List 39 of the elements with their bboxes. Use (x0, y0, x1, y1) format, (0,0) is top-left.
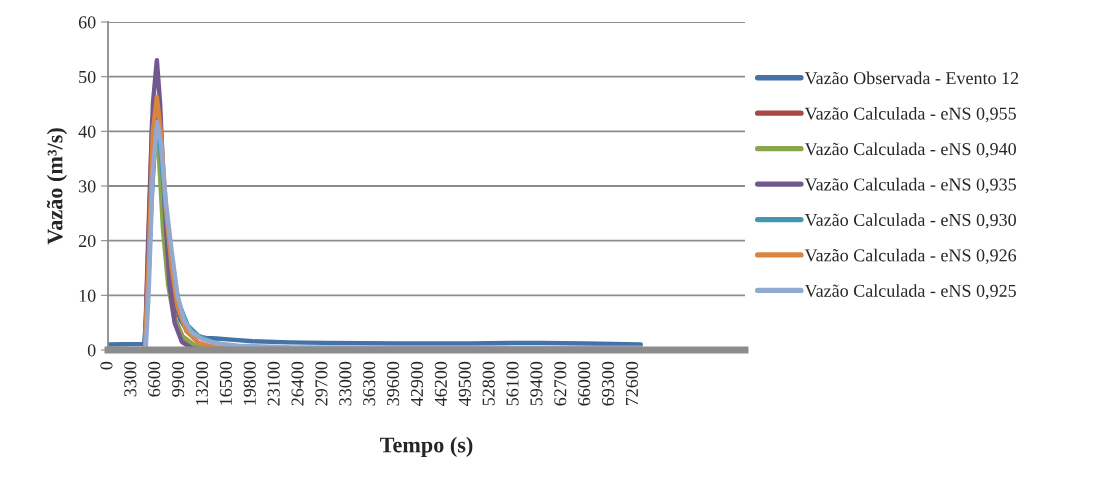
x-tick-label: 33000 (339, 361, 352, 406)
x-tick-label: 26400 (291, 361, 304, 406)
legend-label: Vazão Calculada - eNS 0,955 (804, 106, 1016, 123)
x-tick-label: 59400 (530, 361, 543, 406)
x-axis-title: Tempo (s) (380, 436, 473, 457)
x-tick-label: 9900 (172, 361, 185, 397)
x-tick-label: 39600 (386, 361, 400, 406)
y-tick-label: 20 (78, 234, 96, 248)
x-tick-label: 66000 (578, 361, 591, 406)
x-tick-label: 72600 (625, 361, 639, 406)
x-tick-label: 13200 (195, 361, 209, 405)
x-tick-label: 52800 (482, 361, 495, 406)
x-tick-label: 69300 (601, 361, 615, 406)
x-tick-label: 46200 (434, 361, 447, 406)
legend-label: Vazão Calculada - eNS 0,935 (804, 177, 1016, 194)
legend-label: Vazão Calculada - eNS 0,925 (804, 284, 1016, 300)
y-tick-label: 10 (79, 289, 96, 302)
x-tick-label: 19800 (243, 361, 256, 405)
y-tick-label: 0 (87, 344, 96, 357)
legend-label: Vazão Observada - Evento 12 (804, 71, 1019, 85)
x-tick-label: 0 (100, 361, 113, 370)
x-tick-label: 6600 (148, 361, 161, 397)
x-tick-label: 62700 (554, 361, 567, 406)
y-tick-label: 30 (79, 180, 96, 193)
y-tick-label: 40 (78, 125, 96, 138)
y-tick-label: 50 (79, 70, 96, 84)
y-axis-title: Vazão (m³/s) (46, 128, 68, 245)
x-tick-label: 29700 (315, 361, 328, 406)
x-tick-label: 36300 (363, 361, 376, 406)
legend-label: Vazão Calculada - eNS 0,940 (804, 142, 1016, 158)
x-tick-label: 56100 (506, 361, 519, 406)
x-tick-label: 42900 (410, 361, 424, 406)
x-tick-label: 16500 (219, 361, 232, 405)
y-tick-label: 60 (78, 16, 96, 29)
x-tick-label: 3300 (124, 361, 137, 397)
x-tick-label: 49500 (458, 361, 471, 406)
legend-label: Vazão Calculada - eNS 0,930 (804, 213, 1016, 229)
x-tick-label: 23100 (267, 361, 280, 406)
legend-label: Vazão Calculada - eNS 0,926 (804, 248, 1017, 265)
